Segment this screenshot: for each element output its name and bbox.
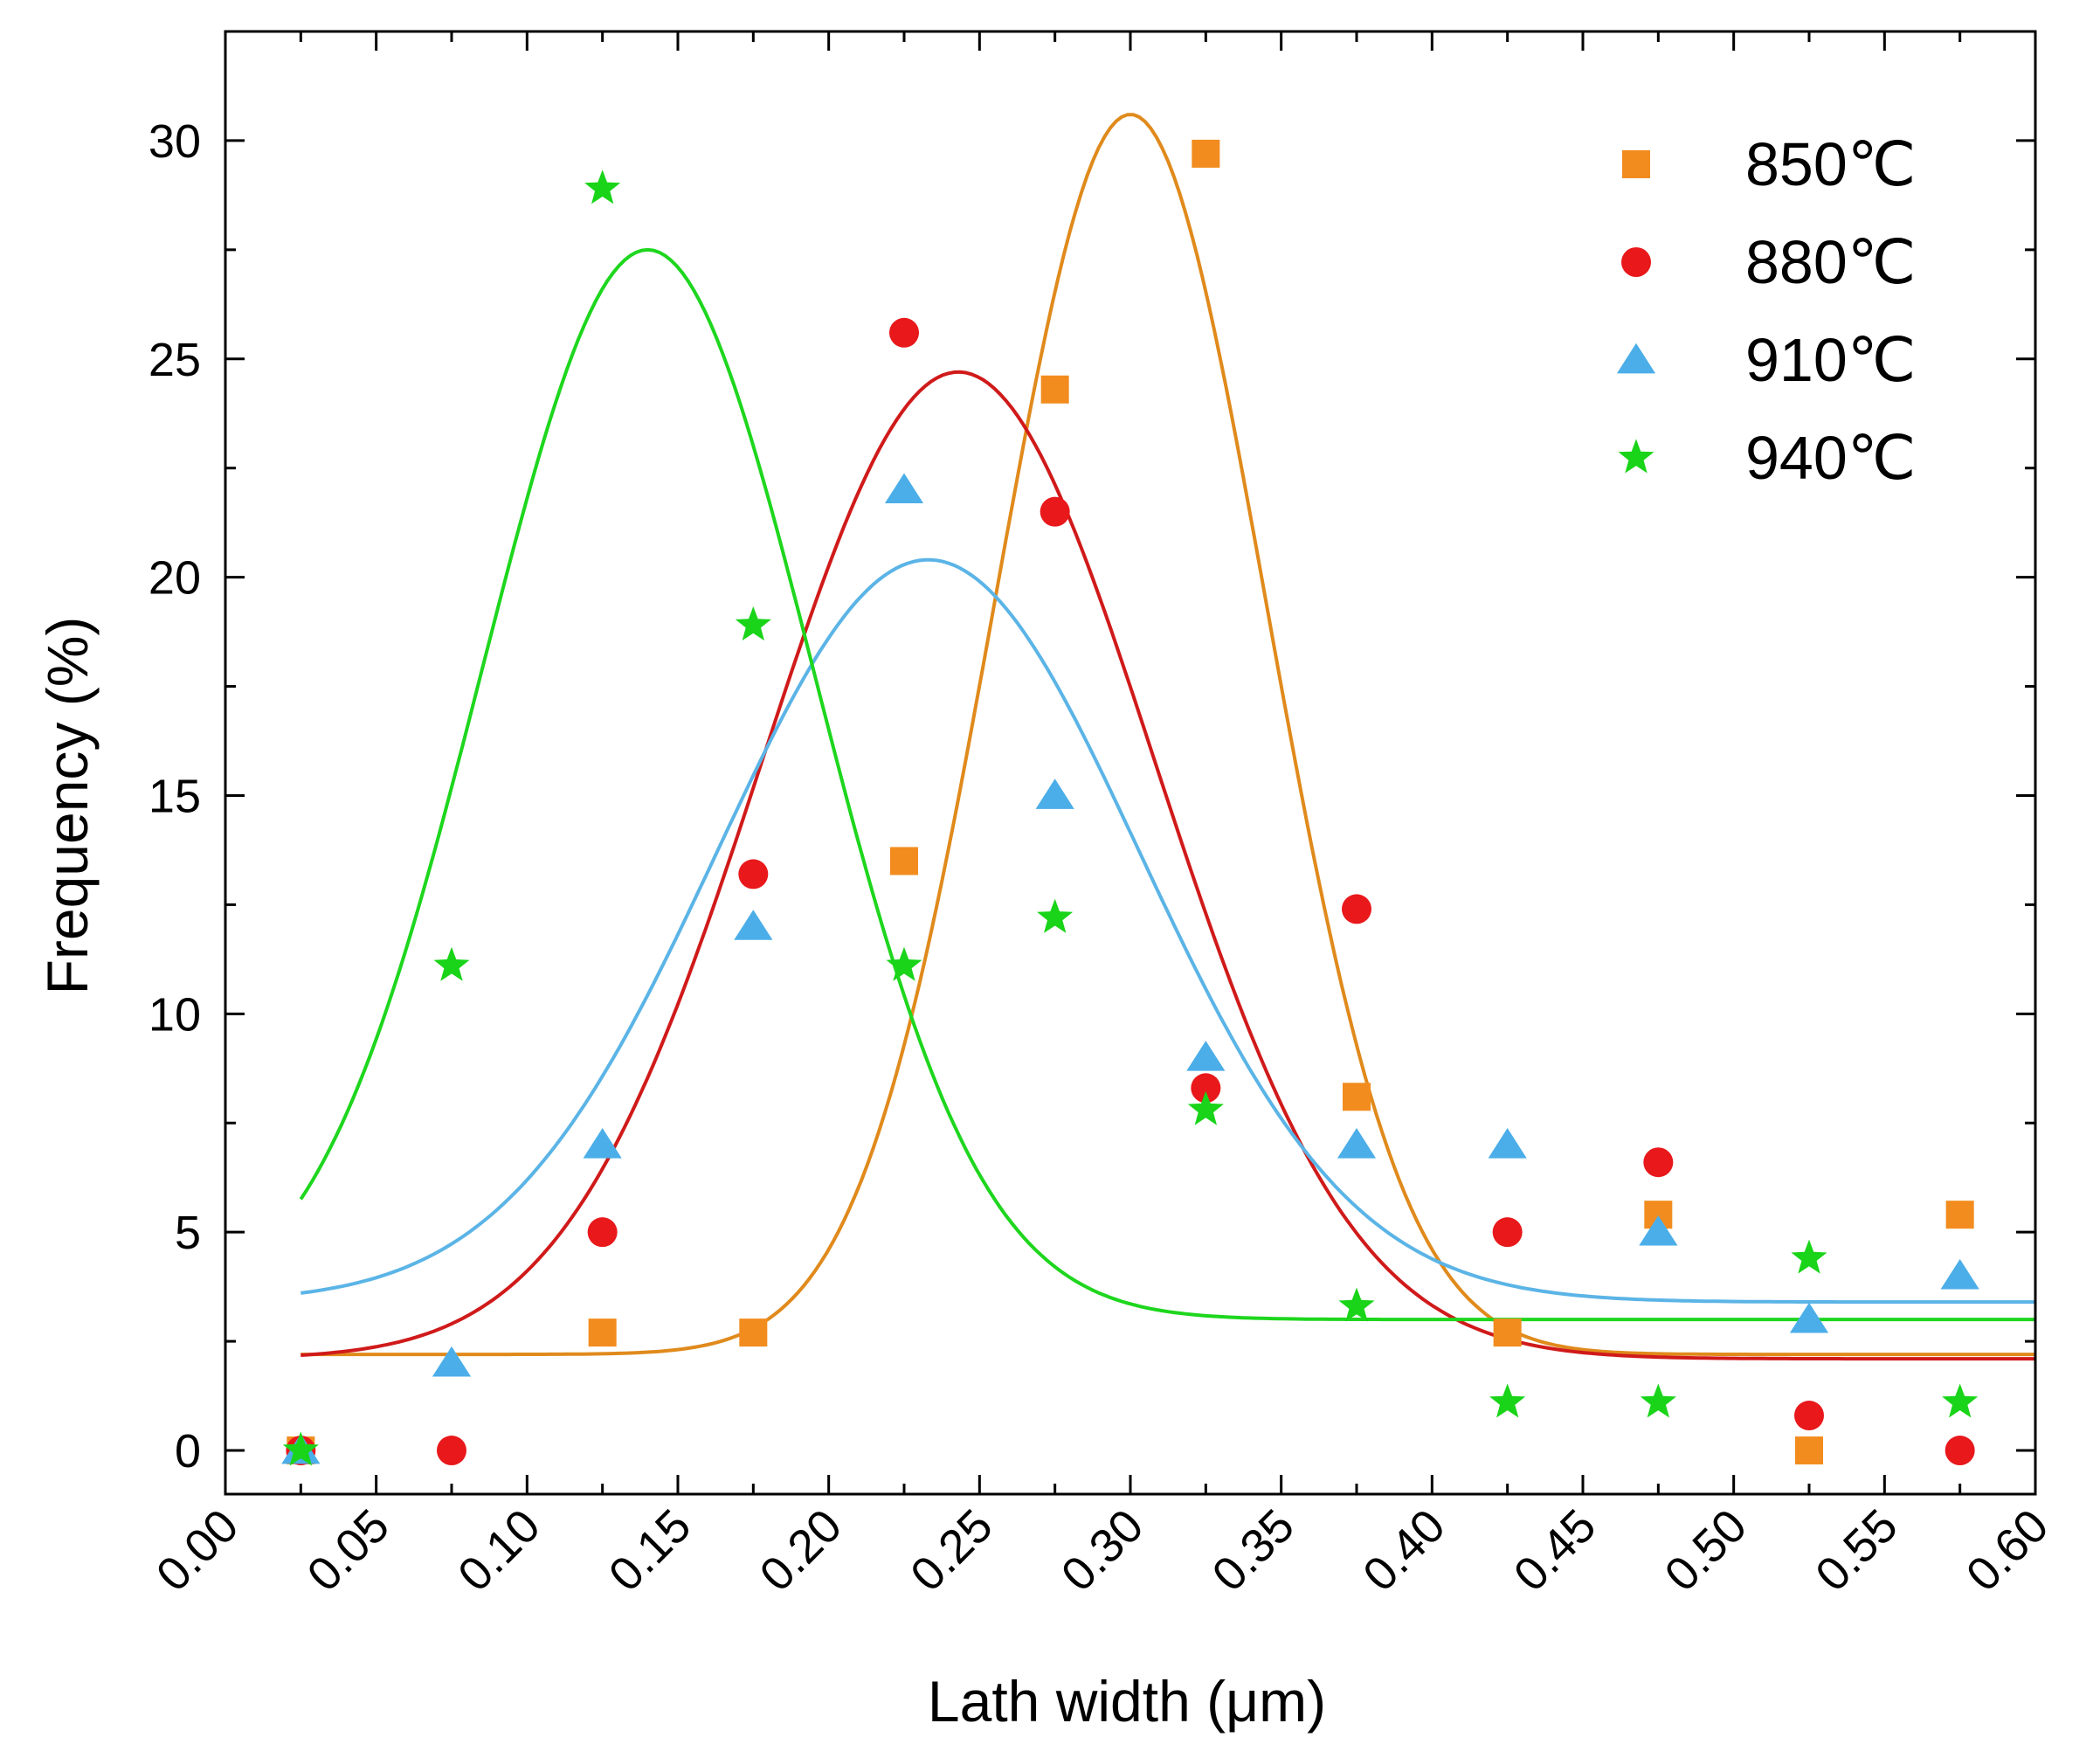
data-point-910℃ xyxy=(1488,1128,1527,1159)
y-tick-label: 5 xyxy=(175,1207,201,1259)
legend-label: 910℃ xyxy=(1745,326,1916,394)
data-point-910℃ xyxy=(1337,1128,1377,1159)
legend-marker xyxy=(1621,247,1651,277)
data-point-880℃ xyxy=(1945,1436,1975,1466)
data-point-940℃ xyxy=(1187,1090,1224,1125)
data-point-940℃ xyxy=(735,606,771,641)
y-axis-title: Frequency (%) xyxy=(35,617,100,995)
data-point-880℃ xyxy=(1643,1147,1674,1178)
y-tick-label: 15 xyxy=(149,770,201,822)
data-point-850℃ xyxy=(1795,1436,1823,1465)
axes: 0.00 0.05 0.10 0.15 0.20 0.25 0.30 0.35 0.40 0.45… xyxy=(147,30,2059,1602)
data-points xyxy=(281,139,1979,1466)
fit-curve-940℃ xyxy=(299,247,2035,1322)
data-point-940℃ xyxy=(584,170,621,204)
data-point-880℃ xyxy=(1191,1073,1221,1104)
legend: 850℃ 880℃ 910℃ 940℃ xyxy=(1616,130,1916,492)
legend-label: 940℃ xyxy=(1745,424,1916,492)
data-point-880℃ xyxy=(437,1436,466,1466)
x-tick-label: 0.55 xyxy=(1806,1499,1908,1602)
fit-curve-880℃ xyxy=(300,370,2035,1361)
data-point-850℃ xyxy=(1493,1318,1522,1347)
data-point-880℃ xyxy=(1492,1217,1523,1248)
data-point-910℃ xyxy=(1186,1041,1226,1071)
data-point-910℃ xyxy=(432,1346,472,1377)
x-tick-label: 0.25 xyxy=(901,1499,1003,1602)
data-point-940℃ xyxy=(282,1431,319,1466)
data-point-940℃ xyxy=(1640,1383,1676,1418)
data-point-910℃ xyxy=(884,473,924,504)
data-point-880℃ xyxy=(738,859,769,889)
legend-label: 880℃ xyxy=(1745,228,1916,296)
y-tick-label: 25 xyxy=(149,334,201,386)
data-point-880℃ xyxy=(889,317,919,348)
data-point-940℃ xyxy=(1942,1383,1979,1418)
data-point-910℃ xyxy=(583,1128,622,1159)
y-tick-label: 20 xyxy=(149,552,201,605)
x-tick-label: 0.05 xyxy=(297,1499,399,1602)
data-point-940℃ xyxy=(1037,898,1074,933)
data-point-910℃ xyxy=(1940,1258,1979,1290)
data-point-880℃ xyxy=(587,1217,618,1248)
x-tick-label: 0.15 xyxy=(599,1499,701,1602)
data-point-880℃ xyxy=(1794,1401,1824,1431)
data-point-850℃ xyxy=(588,1318,617,1347)
legend-label: 850℃ xyxy=(1745,130,1916,198)
x-tick-label: 0.35 xyxy=(1202,1499,1304,1602)
data-point-850℃ xyxy=(1192,139,1220,168)
x-tick-label: 0.45 xyxy=(1504,1499,1606,1602)
data-point-940℃ xyxy=(1489,1383,1526,1418)
data-point-850℃ xyxy=(739,1318,768,1347)
y-tick-label: 30 xyxy=(149,115,201,168)
data-point-910℃ xyxy=(1639,1215,1678,1246)
data-point-940℃ xyxy=(886,946,922,981)
data-point-880℃ xyxy=(1040,496,1070,527)
y-tick-label: 10 xyxy=(149,988,201,1041)
data-point-910℃ xyxy=(1789,1302,1829,1333)
data-point-880℃ xyxy=(1342,894,1371,924)
legend-marker xyxy=(1622,150,1650,178)
fit-curve-910℃ xyxy=(300,557,2035,1305)
y-tick-label: 0 xyxy=(175,1425,201,1478)
data-point-940℃ xyxy=(433,946,470,981)
x-axis-title: Lath width (μm) xyxy=(928,1669,1326,1734)
data-point-850℃ xyxy=(1040,375,1069,404)
data-point-910℃ xyxy=(734,910,773,940)
x-tick-label: 0.40 xyxy=(1353,1499,1455,1602)
x-tick-label: 0.20 xyxy=(750,1499,852,1602)
x-tick-label: 0.10 xyxy=(448,1499,550,1602)
fit-curves xyxy=(299,113,2035,1361)
data-point-850℃ xyxy=(1343,1083,1371,1111)
legend-marker xyxy=(1618,439,1654,474)
data-point-850℃ xyxy=(1945,1201,1974,1229)
data-point-940℃ xyxy=(1791,1239,1827,1274)
x-tick-label: 0.60 xyxy=(1957,1499,2059,1602)
data-point-910℃ xyxy=(1035,779,1074,809)
fit-curve-850℃ xyxy=(300,113,2035,1357)
data-point-850℃ xyxy=(890,847,918,876)
x-tick-label: 0.00 xyxy=(147,1499,249,1602)
x-tick-label: 0.50 xyxy=(1654,1499,1757,1602)
x-tick-label: 0.30 xyxy=(1052,1499,1154,1602)
legend-marker xyxy=(1616,343,1656,374)
data-point-940℃ xyxy=(1338,1287,1375,1322)
